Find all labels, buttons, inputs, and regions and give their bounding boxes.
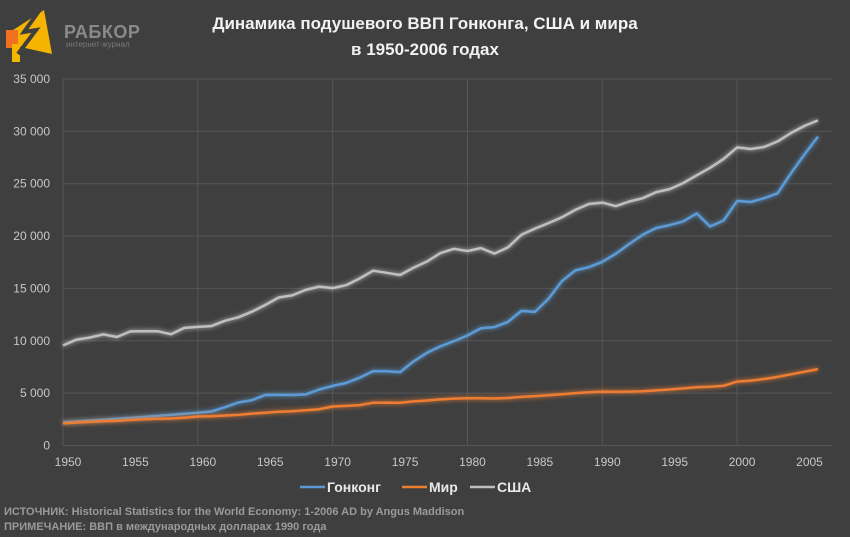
y-tick-label: 20 000	[13, 229, 50, 243]
rabkor-logo	[2, 2, 62, 69]
legend-label: Гонконг	[327, 479, 381, 495]
chart-notes: ИСТОЧНИК: Historical Statistics for the …	[4, 505, 464, 535]
x-tick-label: 1985	[527, 455, 554, 469]
logo-subtitle: интернет-журнал	[66, 40, 130, 49]
x-tick-label: 1990	[594, 455, 621, 469]
x-tick-label: 1950	[55, 455, 82, 469]
x-tick-label: 1960	[189, 455, 216, 469]
x-tick-label: 1955	[122, 455, 149, 469]
x-tick-label: 2000	[729, 455, 756, 469]
y-tick-label: 35 000	[13, 72, 50, 86]
y-tick-label: 25 000	[13, 177, 50, 191]
x-tick-label: 2005	[796, 455, 823, 469]
x-tick-label: 1975	[392, 455, 419, 469]
x-tick-label: 1965	[257, 455, 284, 469]
source-note: ИСТОЧНИК: Historical Statistics for the …	[4, 506, 465, 518]
series-line-0	[62, 135, 819, 424]
chart-subtitle: в 1950-2006 годах	[351, 40, 499, 59]
x-tick-label: 1970	[324, 455, 351, 469]
y-tick-label: 15 000	[13, 281, 50, 295]
currency-note: ПРИМЕЧАНИЕ: ВВП в международных долларах…	[4, 521, 327, 533]
x-tick-label: 1995	[661, 455, 688, 469]
y-tick-label: 0	[43, 439, 50, 453]
chart-title: Динамика подушевого ВВП Гонконга, США и …	[212, 14, 638, 33]
logo-text: РАБКОР	[64, 22, 141, 42]
megaphone-lightning-icon	[6, 2, 52, 62]
y-tick-label: 10 000	[13, 334, 50, 348]
y-tick-label: 5 000	[20, 386, 50, 400]
y-tick-label: 30 000	[13, 124, 50, 138]
series-line-1	[62, 367, 819, 425]
series-line-2	[62, 119, 819, 347]
x-tick-label: 1980	[459, 455, 486, 469]
legend-label: Мир	[429, 479, 458, 495]
legend-label: США	[497, 479, 531, 495]
